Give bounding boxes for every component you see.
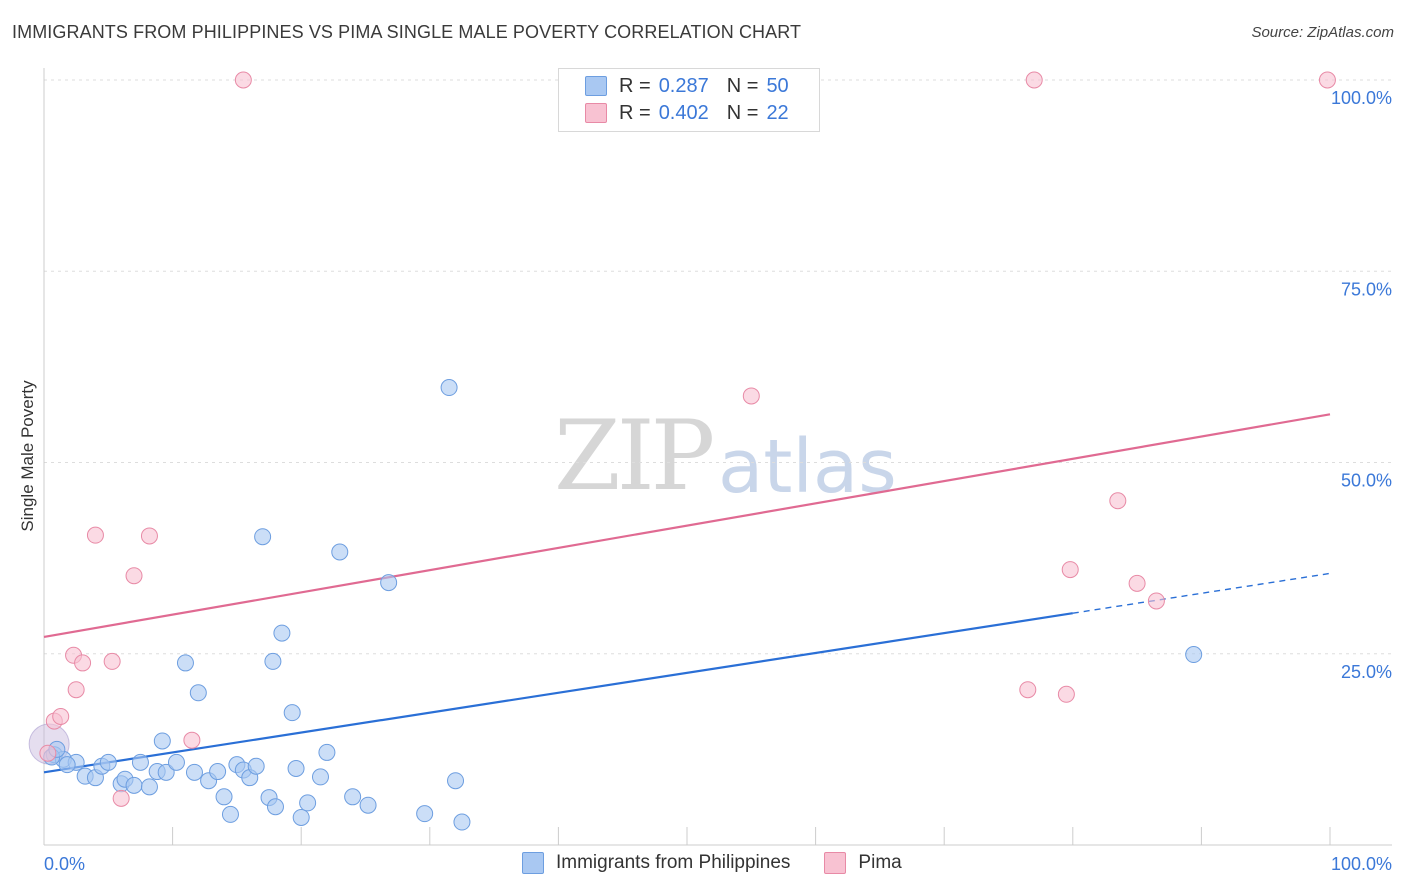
- point-pima: [103, 652, 121, 670]
- point-philippines: [273, 624, 291, 642]
- x-tick-label: 100.0%: [1331, 854, 1392, 874]
- point-pima: [52, 707, 70, 725]
- trend-lines: [43, 413, 1331, 774]
- point-philippines: [58, 756, 76, 774]
- point-philippines: [140, 778, 158, 796]
- grid-lines: [44, 79, 1392, 655]
- point-philippines: [1185, 646, 1203, 664]
- legend-row-philippines: R = 0.287 N = 50: [585, 73, 789, 99]
- point-pima: [39, 744, 57, 762]
- legend-row-pima: R = 0.402 N = 22: [585, 100, 789, 126]
- point-philippines: [359, 796, 377, 814]
- point-pima: [86, 526, 104, 544]
- point-pima: [234, 71, 252, 89]
- point-pima: [183, 731, 201, 749]
- point-pima: [1019, 681, 1037, 699]
- point-philippines: [209, 763, 227, 781]
- point-philippines: [453, 813, 471, 831]
- point-philippines: [157, 763, 175, 781]
- y-tick-label: 100.0%: [1331, 88, 1392, 108]
- legend-swatch-pima: [585, 103, 607, 123]
- watermark-zip: ZIP: [554, 400, 715, 512]
- source-label: Source: ZipAtlas.com: [1251, 24, 1394, 41]
- point-pima: [74, 654, 92, 672]
- bottom-legend-label-philippines: Immigrants from Philippines: [556, 852, 791, 873]
- legend-r-value: 0.287: [658, 74, 709, 97]
- point-pima: [1109, 492, 1127, 510]
- point-philippines: [416, 805, 434, 823]
- point-philippines: [176, 654, 194, 672]
- point-philippines: [311, 768, 329, 786]
- trend-line-pima: [43, 413, 1331, 639]
- point-pima: [1025, 71, 1043, 89]
- point-philippines: [331, 543, 349, 561]
- point-pima: [112, 789, 130, 807]
- point-philippines: [215, 788, 233, 806]
- point-philippines: [440, 379, 458, 397]
- point-pima: [125, 567, 143, 585]
- point-pima: [1147, 592, 1165, 610]
- point-philippines: [125, 776, 143, 794]
- y-tick-label: 75.0%: [1341, 279, 1392, 299]
- point-philippines: [344, 788, 362, 806]
- point-philippines: [153, 732, 171, 750]
- data-points: [28, 71, 1336, 831]
- axes: [43, 68, 1392, 846]
- point-philippines: [247, 757, 265, 775]
- point-philippines: [287, 760, 305, 777]
- point-philippines: [283, 704, 301, 722]
- watermark-atlas: atlas: [718, 424, 897, 510]
- point-pima: [742, 387, 760, 405]
- point-philippines: [99, 753, 117, 771]
- point-pima: [1318, 71, 1336, 89]
- x-tick-label: 0.0%: [44, 854, 85, 874]
- legend-r-label: R =: [619, 74, 651, 97]
- bottom-legend: Immigrants from Philippines Pima: [522, 852, 936, 874]
- point-pima: [67, 681, 85, 699]
- trend-line-philippines: [43, 612, 1073, 774]
- point-philippines: [264, 652, 282, 670]
- legend-n-value: 22: [766, 101, 789, 124]
- point-pima: [1061, 561, 1079, 579]
- point-philippines: [167, 753, 185, 771]
- point-philippines: [299, 794, 317, 812]
- point-pima: [1057, 685, 1075, 703]
- y-tick-label: 25.0%: [1341, 662, 1392, 682]
- legend-r-value: 0.402: [658, 101, 709, 124]
- trend-line-extension: [1072, 572, 1331, 614]
- bottom-legend-swatch-philippines: [522, 852, 544, 874]
- bottom-legend-swatch-pima: [824, 852, 847, 874]
- point-philippines: [380, 574, 398, 592]
- point-philippines: [131, 753, 149, 771]
- legend-n-value: 50: [766, 74, 789, 97]
- bottom-legend-item-pima: Pima: [824, 852, 902, 874]
- point-philippines: [318, 743, 336, 761]
- y-tick-label: 50.0%: [1341, 471, 1392, 491]
- legend-n-label: N =: [726, 101, 759, 124]
- point-philippines: [189, 684, 207, 702]
- bottom-legend-label-pima: Pima: [858, 852, 902, 873]
- legend-swatch-philippines: [585, 76, 607, 96]
- legend-n-label: N =: [726, 74, 759, 97]
- point-philippines: [266, 798, 284, 816]
- chart-title: IMMIGRANTS FROM PHILIPPINES VS PIMA SING…: [12, 22, 802, 42]
- point-philippines: [447, 772, 465, 790]
- bottom-legend-item-philippines: Immigrants from Philippines: [522, 852, 790, 874]
- point-philippines: [292, 808, 310, 826]
- point-philippines: [254, 528, 272, 546]
- point-philippines: [221, 805, 239, 823]
- legend: R = 0.287 N = 50 R = 0.402 N = 22: [558, 68, 820, 132]
- point-pima: [140, 527, 158, 545]
- point-pima: [1128, 574, 1146, 592]
- legend-r-label: R =: [619, 101, 651, 124]
- point-philippines: [185, 763, 203, 781]
- tick-labels: 25.0% 50.0% 75.0% 100.0% 0.0% 100.0%: [44, 88, 1392, 874]
